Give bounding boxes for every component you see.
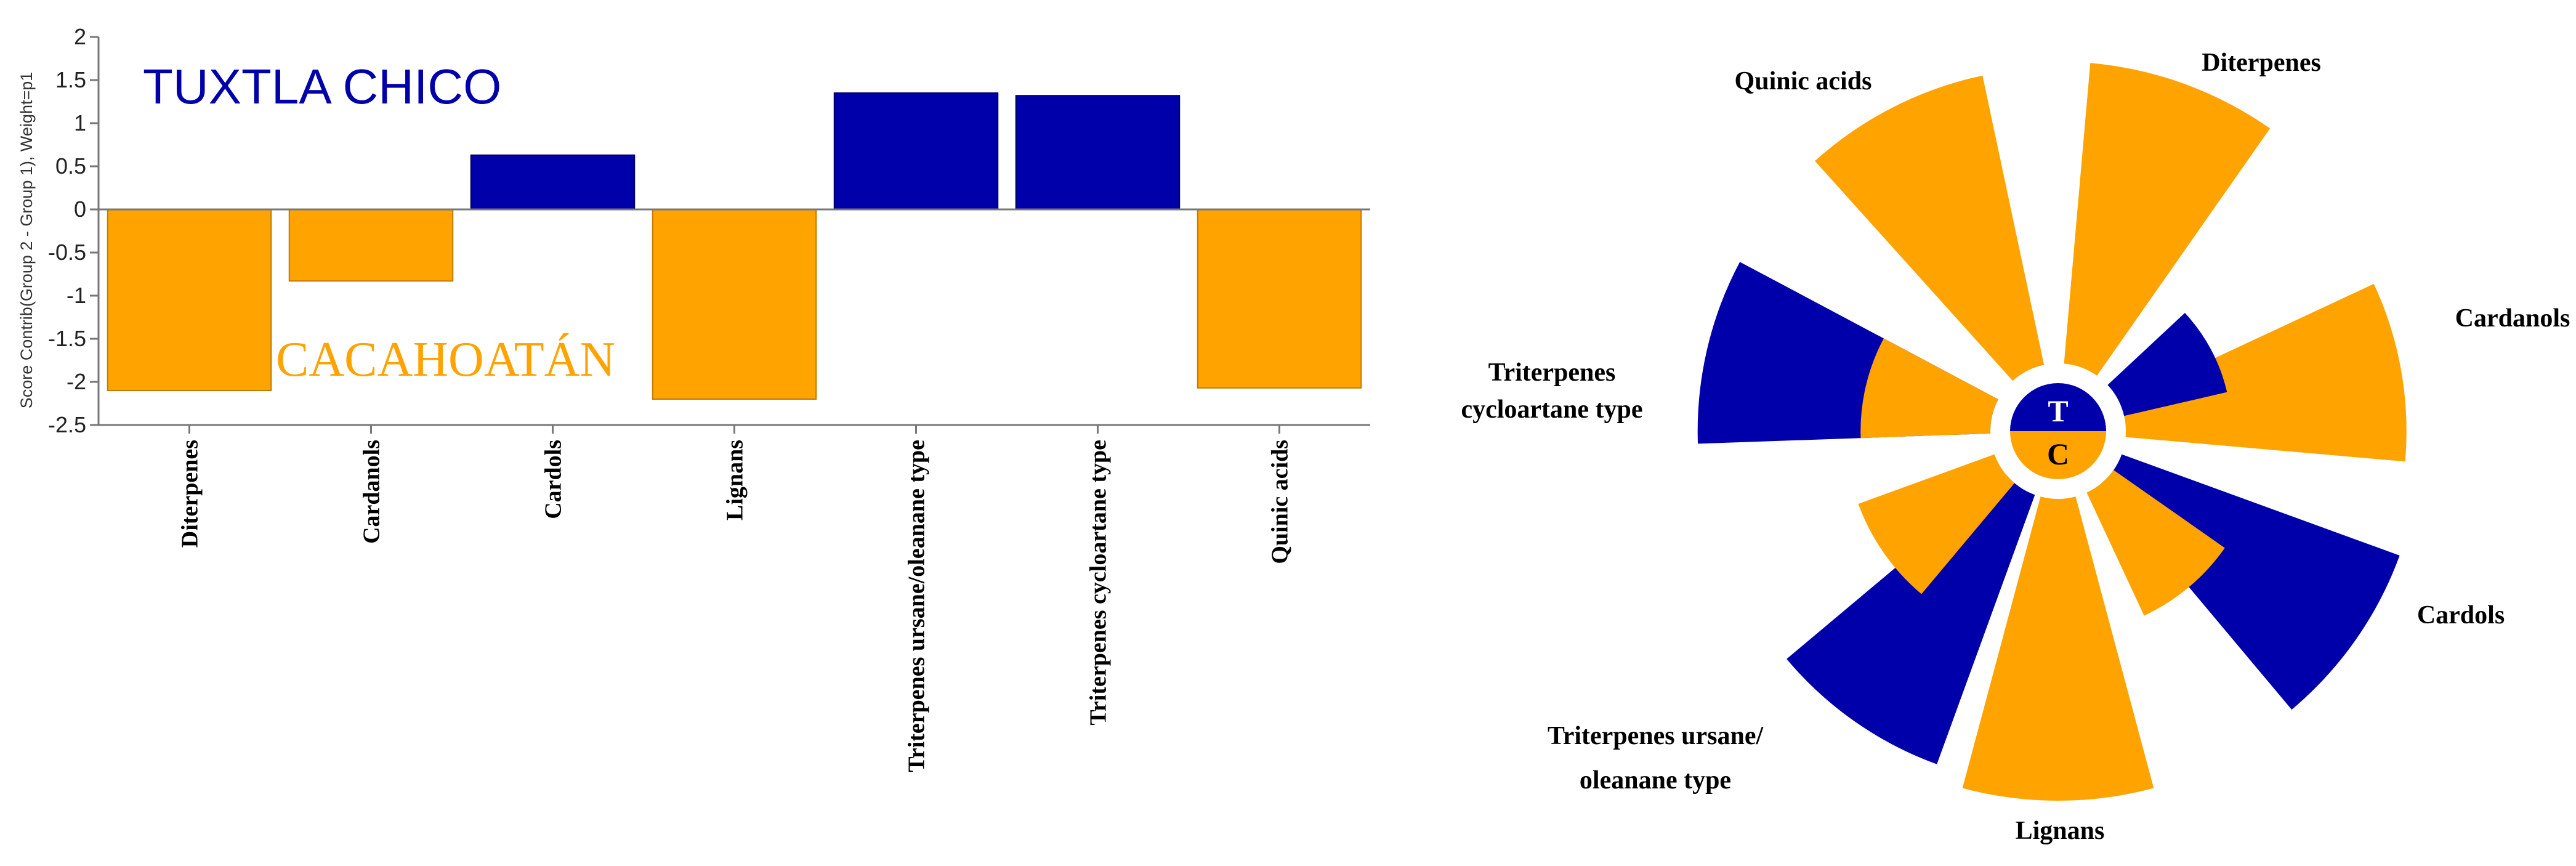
- polar-label-cardanols: Cardanols: [2455, 304, 2570, 333]
- bar: [833, 92, 999, 210]
- group-label-tuxtla-chico: TUXTLA CHICO: [143, 59, 501, 114]
- bar: [1015, 95, 1181, 210]
- polar-label-triterpenes-cycloartane-2: cycloartane type: [1461, 395, 1642, 424]
- bar: [1197, 209, 1362, 389]
- polar-label-triterpenes-cycloartane-1: Triterpenes: [1488, 358, 1616, 387]
- polar-sector: [1858, 454, 2015, 594]
- bar: [107, 209, 272, 391]
- center-label-c: C: [2047, 437, 2069, 471]
- polar-sectors: [1697, 63, 2407, 801]
- polar-sector: [1815, 75, 2045, 381]
- polar-label-quinic-acids: Quinic acids: [1735, 67, 1872, 95]
- y-tick-label: 0.5: [55, 153, 86, 179]
- polar-label-cardols: Cardols: [2417, 601, 2505, 629]
- y-axis-label: Score Contrib(Group 2 - Group 1), Weight…: [17, 72, 36, 409]
- y-tick-label: 2: [74, 24, 86, 49]
- polar-sector: [1787, 474, 2035, 764]
- polar-label-lignans: Lignans: [2016, 817, 2105, 845]
- x-category-label: Lignans: [722, 440, 748, 520]
- center-top-half: [2010, 383, 2106, 431]
- polar-sector: [2107, 313, 2227, 416]
- y-tick-label: -0.5: [48, 240, 86, 265]
- polar-label-triterpenes-ursane-2: oleanane type: [1580, 766, 1731, 795]
- center-bottom-half: [2010, 431, 2106, 479]
- polar-sector: [1860, 338, 1998, 439]
- polar-label-diterpenes: Diterpenes: [2202, 49, 2321, 77]
- x-category-label: Diterpenes: [177, 440, 203, 548]
- y-tick-label: -2.5: [48, 412, 86, 437]
- bar: [652, 209, 817, 400]
- polar-sector: [1962, 496, 2154, 801]
- polar-bar-chart: T C Diterpenes Quinic acids Cardanols Tr…: [1461, 49, 2570, 845]
- group-label-cacahoatan: CACAHOATÁN: [276, 333, 615, 387]
- bar-chart: Score Contrib(Group 2 - Group 1), Weight…: [17, 24, 1370, 772]
- y-tick-label: 1: [74, 110, 86, 136]
- bar: [288, 209, 454, 282]
- polar-sector: [2064, 63, 2271, 376]
- x-category-label: Triterpenes ursane/oleanane type: [904, 440, 930, 772]
- x-category-label: Cardols: [541, 440, 567, 519]
- y-tick-label: -1.5: [48, 326, 86, 351]
- x-axis-categories: Diterpenes Cardanols Cardols Lignans Triterp…: [177, 425, 1293, 772]
- polar-sector: [2119, 283, 2407, 462]
- bar: [470, 154, 636, 210]
- y-tick-label: 1.5: [55, 67, 86, 92]
- y-axis-ticks: 2 1.5 1 0.5 0 -0.5 -1 -1.5 -2 -2.5: [48, 24, 99, 437]
- center-label-t: T: [2048, 394, 2068, 428]
- polar-sector: [2086, 470, 2225, 616]
- y-tick-label: -2: [67, 369, 86, 394]
- polar-label-triterpenes-ursane-1: Triterpenes ursane/: [1548, 722, 1764, 750]
- x-category-label: Quinic acids: [1267, 440, 1293, 564]
- y-tick-label: 0: [74, 196, 86, 222]
- y-tick-label: -1: [67, 283, 86, 308]
- x-category-label: Triterpenes cycloartane type: [1086, 440, 1112, 726]
- x-category-label: Cardanols: [359, 440, 385, 544]
